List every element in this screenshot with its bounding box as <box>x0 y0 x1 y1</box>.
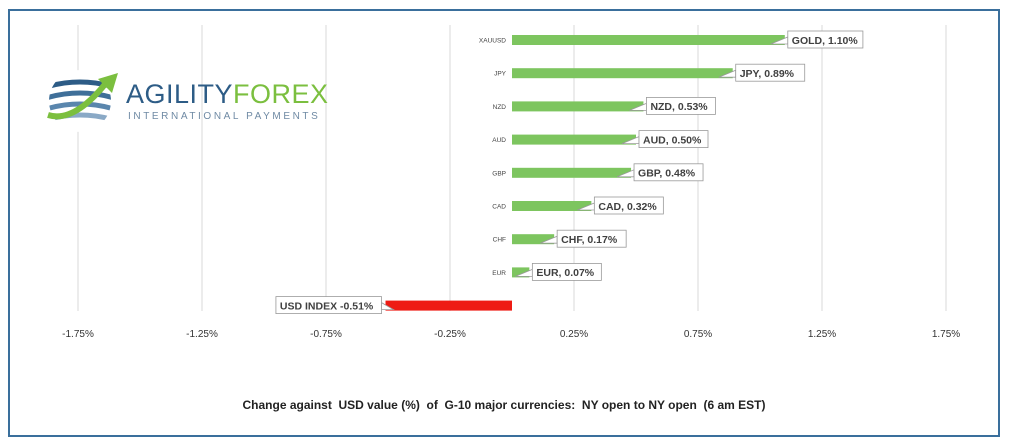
x-tick-label: 0.25% <box>560 329 588 340</box>
data-label-box <box>638 130 709 148</box>
bar <box>512 68 733 79</box>
brand-name: AGILITYFOREX <box>126 79 329 110</box>
x-tick-label: -1.75% <box>62 329 94 340</box>
brand-name-part1: AGILITY <box>126 79 234 109</box>
data-label: CAD, 0.32% <box>598 201 657 213</box>
category-label: EUR <box>492 270 506 277</box>
category-label: XAUUSD <box>479 38 506 45</box>
bar <box>512 201 592 211</box>
x-tick-label: -0.25% <box>434 329 466 340</box>
data-label-box <box>275 296 382 315</box>
agility-forex-logo: AGILITYFOREX INTERNATIONAL PAYMENTS <box>44 65 334 135</box>
bar <box>385 300 512 311</box>
data-label: GOLD, 1.10% <box>792 35 859 47</box>
brand-tagline: INTERNATIONAL PAYMENTS <box>128 111 321 122</box>
x-tick-label: 1.25% <box>808 329 836 340</box>
data-label-box <box>633 163 704 182</box>
category-label: NZD <box>493 104 507 111</box>
bar <box>512 234 555 245</box>
bar <box>512 167 632 178</box>
bar <box>512 101 644 112</box>
globe-arrow-icon <box>47 70 118 132</box>
data-label-box <box>646 97 716 115</box>
data-label: USD INDEX -0.51% <box>280 300 374 312</box>
bar <box>512 35 785 45</box>
x-tick-label: 1.75% <box>932 329 960 340</box>
data-label-box <box>556 229 627 248</box>
brand-name-part2: FOREX <box>233 79 329 109</box>
category-label: CAD <box>492 204 506 211</box>
chart-caption: Change against USD value (%) of G-10 maj… <box>242 398 766 412</box>
bar-chart: -1.75% -1.25% -0.75% -0.25% 0.25% 0.75% 1.25% 1… <box>62 25 960 340</box>
data-label: NZD, 0.53% <box>650 101 708 113</box>
data-label-box <box>735 63 806 82</box>
category-label: AUD <box>492 137 506 144</box>
category-label: CHF <box>493 237 506 244</box>
data-label-box <box>787 30 864 49</box>
data-label-box <box>593 196 664 215</box>
data-label-box <box>531 262 602 281</box>
data-label: CHF, 0.17% <box>561 234 618 246</box>
data-label: JPY, 0.89% <box>740 68 795 80</box>
data-label: AUD, 0.50% <box>643 134 702 146</box>
data-label: GBP, 0.48% <box>638 168 696 180</box>
chart-frame: -1.75% -1.25% -0.75% -0.25% 0.25% 0.75% 1.25% 1… <box>8 9 1000 437</box>
category-label: GBP <box>492 170 506 177</box>
x-tick-label: -1.25% <box>186 329 218 340</box>
bar <box>512 267 530 278</box>
category-label: JPY <box>494 71 507 78</box>
x-tick-label: -0.75% <box>310 329 342 340</box>
data-label: EUR, 0.07% <box>536 267 594 279</box>
x-tick-label: 0.75% <box>684 329 712 340</box>
bar <box>512 134 636 145</box>
